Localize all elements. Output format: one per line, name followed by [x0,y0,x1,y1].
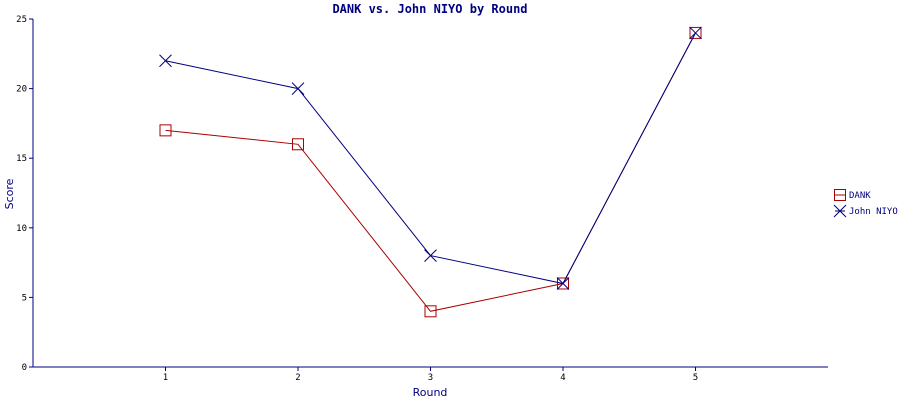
series-line [165,32,696,312]
data-point [689,26,702,39]
axes [32,19,828,368]
y-tick-label: 25 [16,15,27,25]
data-point [291,82,305,95]
data-point [424,249,437,262]
y-tick-label: 15 [16,154,27,164]
ticks: 0 5 10 15 20 25 1 2 3 4 5 [16,15,698,383]
data-point [556,277,570,290]
data-point [159,124,172,137]
x-tick-label: 4 [560,373,565,383]
x-axis-label: Round [413,386,448,399]
legend-entry-2: John NIYO [833,204,898,218]
x-tick-label: 5 [693,373,698,383]
y-tick-label: 0 [22,363,27,373]
legend-marker [834,189,846,201]
legend: DANK John NIYO [833,189,898,218]
x-tick-label: 2 [295,373,300,383]
data-point [557,277,569,290]
data-point [424,305,437,318]
x-tick-label: 3 [428,373,433,383]
y-tick-label: 20 [16,85,27,95]
legend-label: DANK [849,191,871,201]
legend-entry-1: DANK [834,189,871,201]
y-axis-label: Score [3,178,16,209]
series-1 [159,26,702,318]
chart-title: DANK vs. John NIYO by Round [332,2,527,16]
series-layer [159,26,702,318]
series-2 [159,26,702,290]
legend-marker [833,204,847,218]
y-tick-label: 5 [22,293,27,303]
legend-label: John NIYO [849,207,898,217]
data-point [689,26,702,40]
series-line [165,32,696,285]
x-tick-label: 1 [163,373,168,383]
data-point [292,138,304,151]
data-point [159,54,172,68]
y-tick-label: 10 [16,224,27,234]
